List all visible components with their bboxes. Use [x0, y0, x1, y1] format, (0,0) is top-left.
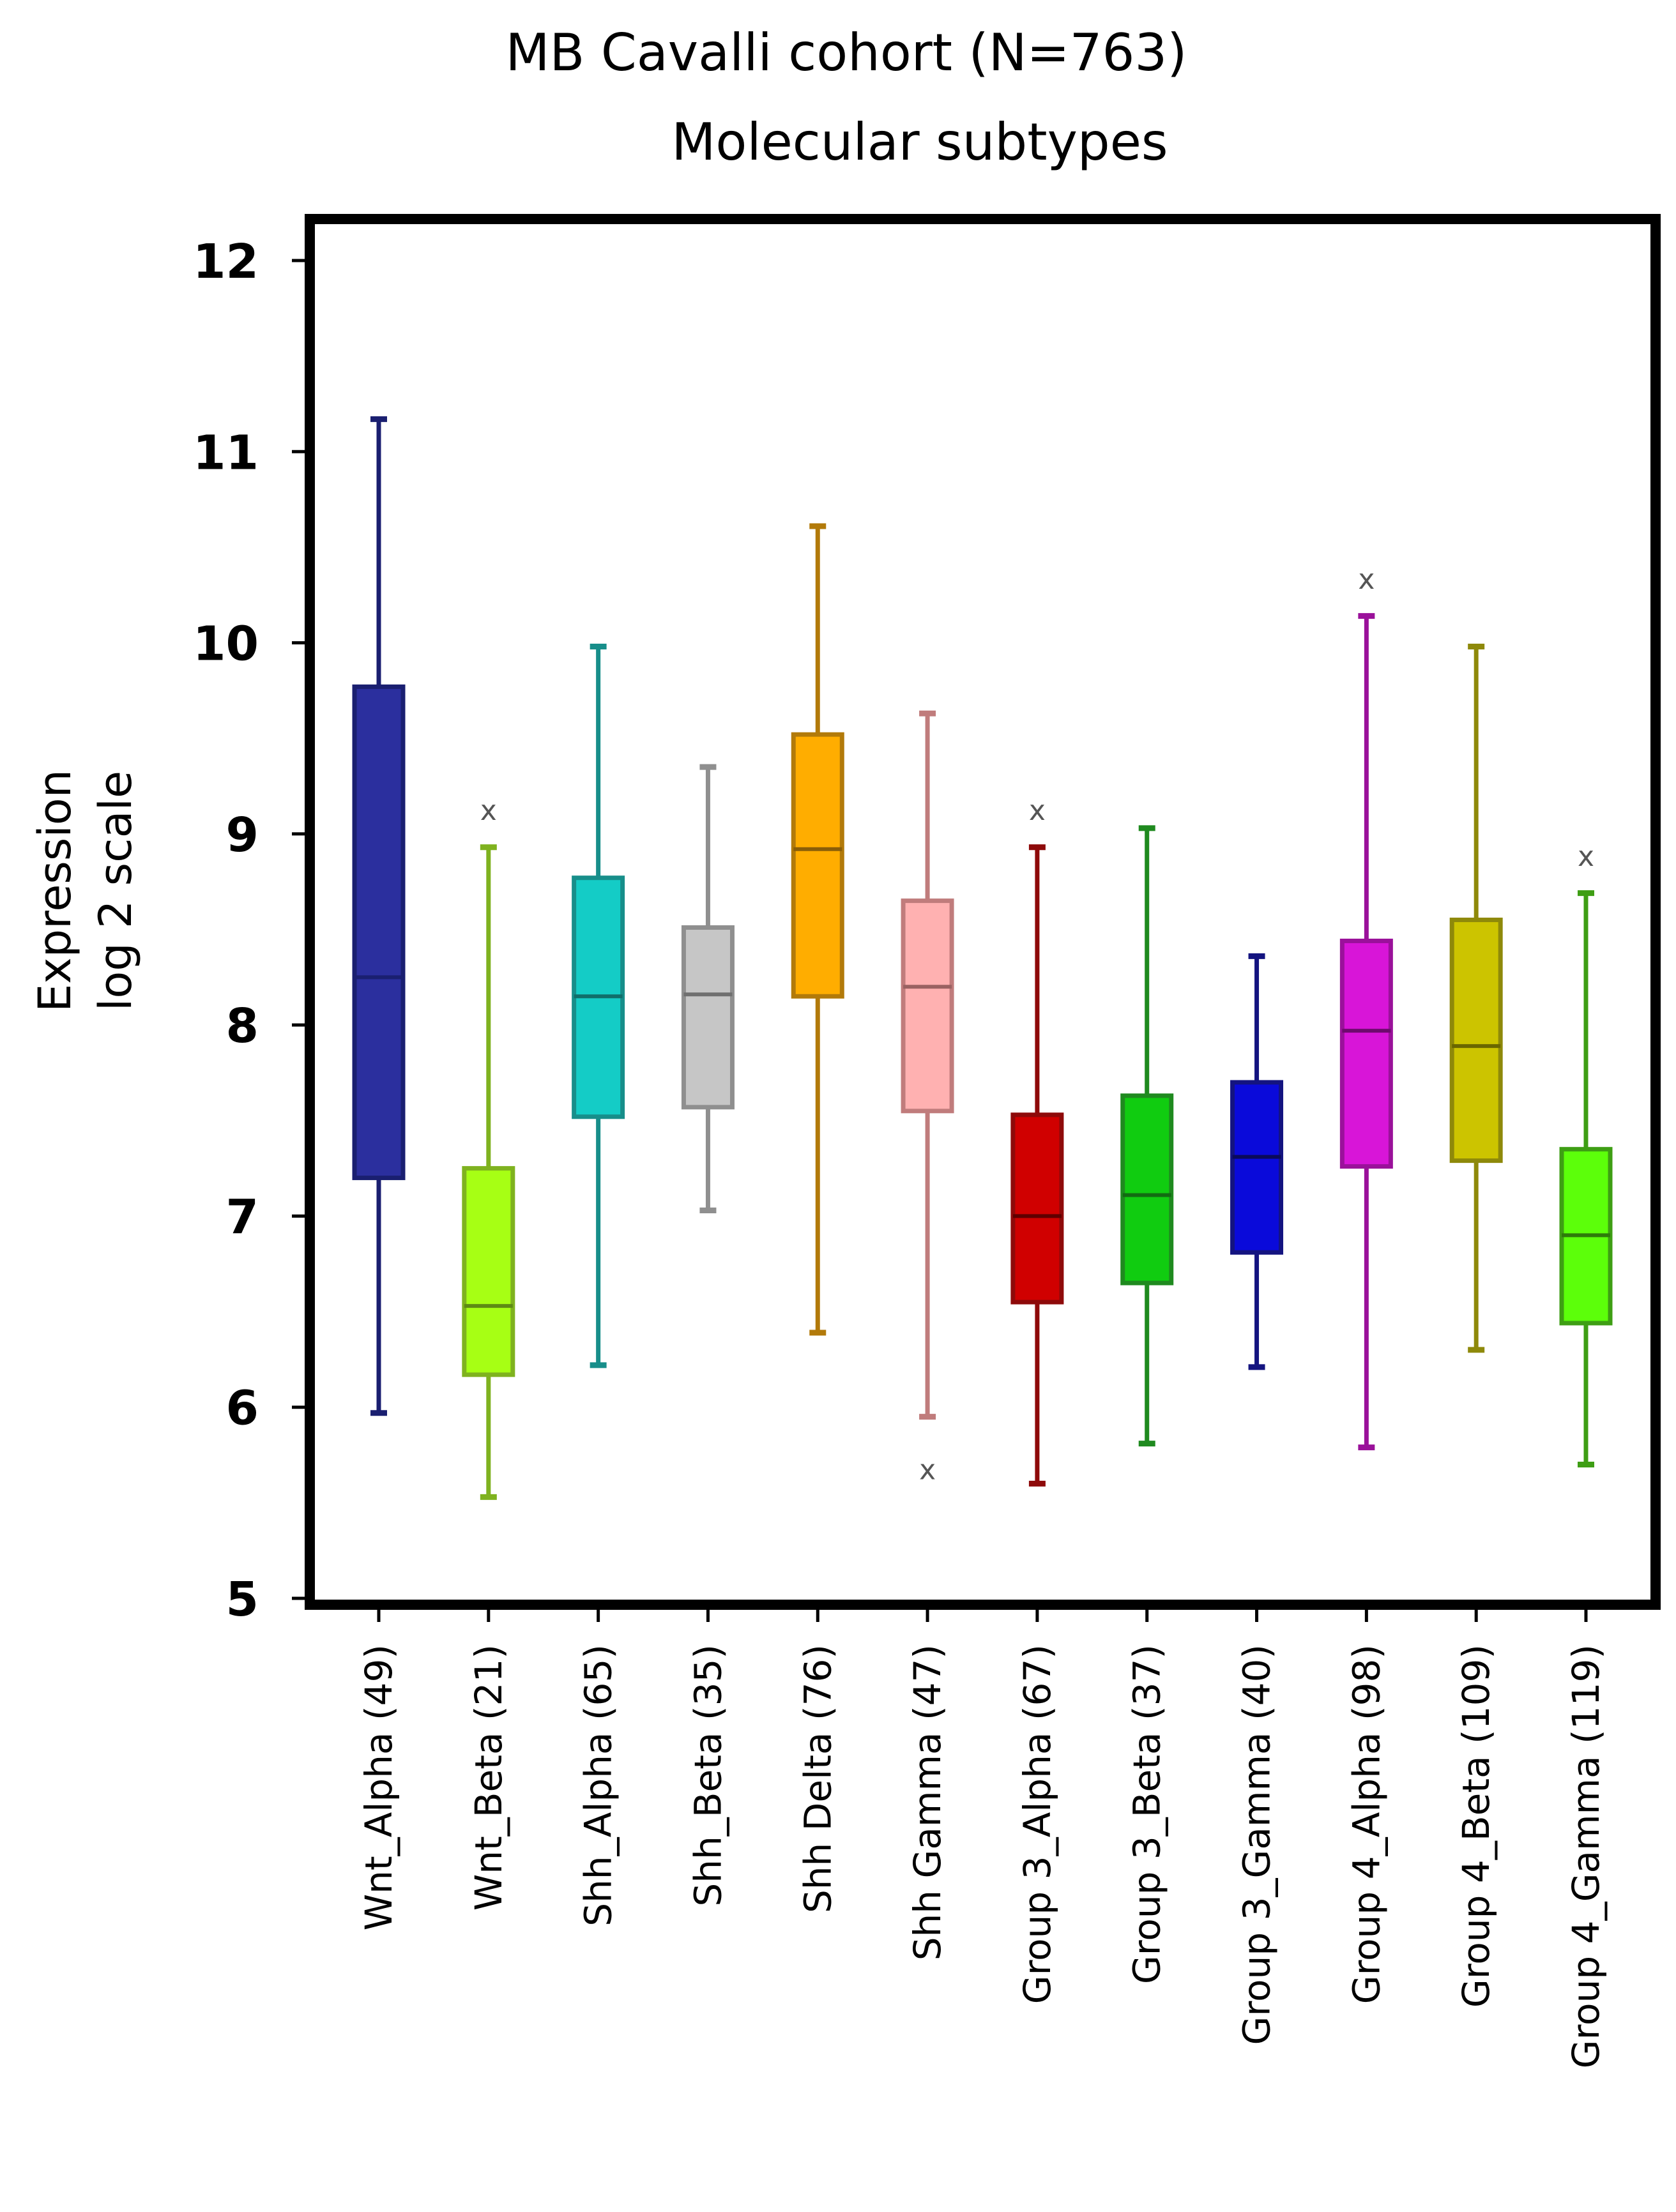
- y-tick-label: 5: [226, 1572, 259, 1627]
- chart-title-line-2: Molecular subtypes: [671, 112, 1168, 172]
- box: [462, 1166, 515, 1377]
- box: [791, 732, 844, 999]
- box-group: [1449, 644, 1503, 1353]
- box: [352, 684, 406, 1181]
- y-tick-label: 7: [226, 1190, 259, 1245]
- y-axis-label: Expression log 2 scale: [29, 769, 142, 1012]
- box-group: [572, 644, 625, 1368]
- chart-title-line-1: MB Cavalli cohort (N=763): [506, 23, 1187, 82]
- x-tick-label: Shh_Beta (35): [686, 1644, 729, 1907]
- box-group: x: [462, 794, 515, 1500]
- x-tick-label: Wnt_Alpha (49): [357, 1644, 400, 1930]
- box: [1010, 1112, 1064, 1305]
- x-tick-label: Group 4_Alpha (98): [1345, 1644, 1388, 2004]
- y-tick-label: 9: [226, 808, 259, 863]
- box: [1120, 1093, 1174, 1285]
- y-tick-label: 8: [226, 999, 259, 1054]
- box: [901, 898, 954, 1114]
- outlier-marker: x: [1358, 563, 1375, 596]
- box-group: [1120, 825, 1174, 1447]
- x-tick-label: Group 3_Gamma (40): [1235, 1644, 1279, 2045]
- box-group: [352, 416, 406, 1416]
- y-tick-label: 11: [193, 425, 259, 480]
- box-group: x: [1339, 563, 1393, 1451]
- y-tick-label: 6: [226, 1381, 259, 1436]
- y-axis: 5 6 7 8 9 10 11 12: [193, 234, 310, 1627]
- box: [1339, 938, 1393, 1169]
- x-tick-label: Shh_Alpha (65): [577, 1644, 620, 1927]
- box-group: x: [1559, 840, 1613, 1467]
- box: [1230, 1080, 1284, 1255]
- y-tick-label: 12: [193, 234, 259, 289]
- box-group: x: [901, 710, 954, 1486]
- outlier-marker: x: [919, 1453, 936, 1486]
- outlier-marker: x: [1029, 794, 1046, 827]
- x-tick-label: Wnt_Beta (21): [467, 1644, 510, 1911]
- x-tick-label: Shh Gamma (47): [906, 1644, 949, 1960]
- box-group: [791, 523, 844, 1336]
- box: [1449, 918, 1503, 1163]
- chart-title: MB Cavalli cohort (N=763) Molecular subt…: [506, 23, 1187, 172]
- box-group: [1230, 953, 1284, 1370]
- x-tick-label: Group 3_Alpha (67): [1016, 1644, 1059, 2004]
- outlier-marker: x: [480, 794, 497, 827]
- y-tick-label: 10: [193, 617, 259, 672]
- box-group: x: [1010, 794, 1064, 1487]
- x-tick-label: Group 3_Beta (37): [1125, 1644, 1169, 1984]
- y-axis-label-line-2: log 2 scale: [89, 771, 142, 1011]
- x-tick-label: Shh Delta (76): [796, 1644, 839, 1913]
- box-group: [681, 764, 735, 1213]
- box: [681, 925, 735, 1110]
- y-axis-label-line-1: Expression: [29, 769, 81, 1012]
- outlier-marker: x: [1578, 840, 1594, 873]
- box-series: x x x x x: [352, 416, 1613, 1500]
- x-axis-labels: Wnt_Alpha (49) Wnt_Beta (21) Shh_Alpha (65…: [357, 1605, 1608, 2068]
- plot-frame: [305, 214, 1661, 1610]
- x-tick-label: Group 4_Gamma (119): [1564, 1644, 1608, 2068]
- x-tick-label: Group 4_Beta (109): [1454, 1644, 1498, 2008]
